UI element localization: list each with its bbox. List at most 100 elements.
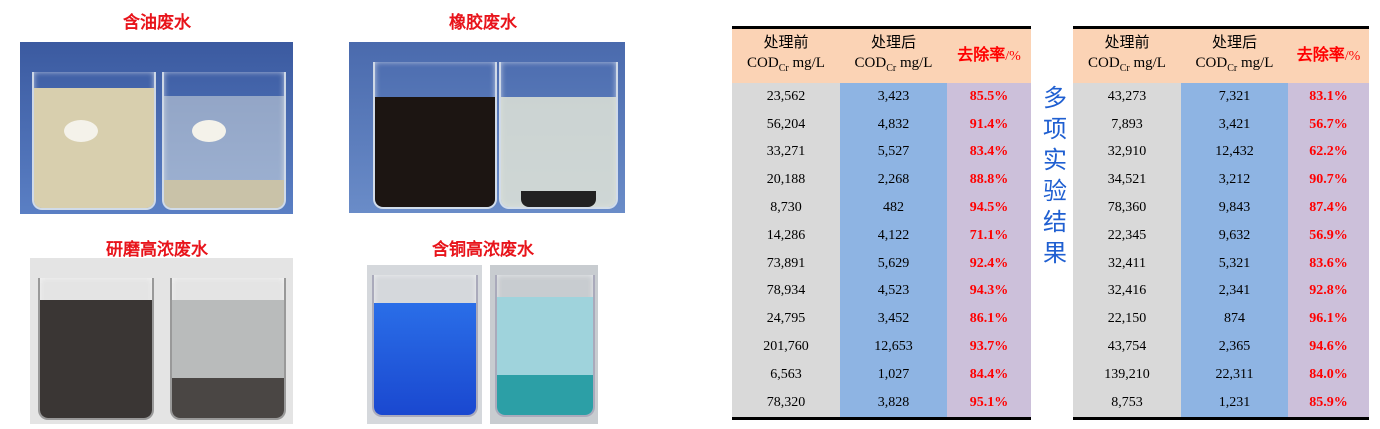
photo-copper-wastewater-before	[367, 265, 482, 424]
header-sub: Cr	[1227, 63, 1238, 74]
cod-before-cell: 22,150	[1073, 305, 1181, 334]
removal-rate-cell: 83.4%	[947, 138, 1031, 167]
removal-rate-cell: 84.0%	[1288, 360, 1369, 389]
cod-after-cell: 2,365	[1181, 333, 1288, 361]
table-row: 32,416 2,341 92.8%	[1073, 277, 1369, 306]
cod-before-cell: 32,411	[1073, 249, 1181, 278]
removal-rate-cell: 94.5%	[947, 194, 1031, 222]
removal-rate-cell: 94.3%	[947, 277, 1031, 306]
cod-before-cell: 32,416	[1073, 277, 1181, 306]
header-sub: Cr	[778, 63, 789, 74]
table-row: 56,204 4,832 91.4%	[732, 110, 1031, 139]
table-row: 20,188 2,268 88.8%	[732, 166, 1031, 195]
cod-before-cell: 34,521	[1073, 166, 1181, 195]
header-rate-unit: /%	[1344, 48, 1361, 64]
removal-rate-cell: 56.7%	[1288, 110, 1369, 139]
table-row: 43,273 7,321 83.1%	[1073, 83, 1369, 111]
header-after: 处理后 CODCr mg/L	[840, 27, 947, 83]
cod-before-cell: 24,795	[732, 305, 840, 334]
header-cod: COD	[1088, 55, 1120, 71]
table-row: 7,893 3,421 56.7%	[1073, 110, 1369, 139]
header-rate-unit: /%	[1005, 48, 1021, 64]
cod-before-cell: 78,934	[732, 277, 840, 306]
cod-before-cell: 14,286	[732, 221, 840, 250]
table-row: 73,891 5,629 92.4%	[732, 249, 1031, 278]
cod-after-cell: 7,321	[1181, 83, 1288, 111]
cod-before-cell: 6,563	[732, 360, 840, 389]
cod-before-cell: 73,891	[732, 249, 840, 278]
table-row: 78,320 3,828 95.1%	[732, 388, 1031, 419]
table-row: 24,795 3,452 86.1%	[732, 305, 1031, 334]
cod-after-cell: 9,632	[1181, 221, 1288, 250]
header-rate: 去除率/%	[947, 27, 1031, 83]
header-cod: COD	[854, 55, 887, 71]
table-row: 8,753 1,231 85.9%	[1073, 388, 1369, 419]
header-rate-label: 去除率	[1296, 46, 1345, 64]
cod-after-cell: 12,653	[840, 333, 947, 361]
cod-after-cell: 4,832	[840, 110, 947, 139]
removal-rate-cell: 93.7%	[947, 333, 1031, 361]
removal-rate-cell: 84.4%	[947, 360, 1031, 389]
cod-before-cell: 20,188	[732, 166, 840, 195]
cod-before-cell: 22,345	[1073, 221, 1181, 250]
table-header-row: 处理前 CODCr mg/L 处理后 COD Cr mg/L 去除率/%	[732, 27, 1031, 83]
cod-after-cell: 5,629	[840, 249, 947, 278]
cod-before-cell: 33,271	[732, 138, 840, 167]
header-after-label: 处理后	[870, 35, 916, 51]
table-row: 33,271 5,527 83.4%	[732, 138, 1031, 167]
table-header-row: 处理前 CODCr mg/L 处理后 CODCr mg/L 去除率/%	[1073, 27, 1369, 83]
header-unit: mg/L	[1129, 55, 1166, 71]
table-row: 23,562 3,423 85.5%	[732, 83, 1031, 111]
table-row: 32,910 12,432 62.2%	[1073, 138, 1369, 167]
removal-rate-cell: 87.4%	[1288, 194, 1369, 222]
removal-rate-cell: 92.8%	[1288, 277, 1369, 306]
removal-rate-cell: 92.4%	[947, 249, 1031, 278]
removal-rate-cell: 83.1%	[1288, 83, 1369, 111]
cod-after-cell: 22,311	[1181, 360, 1288, 389]
photo-grinding-wastewater	[30, 258, 293, 424]
header-unit: mg/L	[788, 55, 825, 71]
removal-rate-cell: 94.6%	[1288, 333, 1369, 361]
table-row: 32,411 5,321 83.6%	[1073, 249, 1369, 278]
removal-rate-cell: 56.9%	[1288, 221, 1369, 250]
caption-oily-wastewater: 含油废水	[123, 13, 191, 32]
header-unit: mg/L	[1237, 55, 1274, 71]
removal-rate-cell: 83.6%	[1288, 249, 1369, 278]
cod-after-cell: 2,268	[840, 166, 947, 195]
cod-after-cell: 12,432	[1181, 138, 1288, 167]
cod-before-cell: 78,320	[732, 388, 840, 419]
cod-after-cell: 1,231	[1181, 388, 1288, 419]
removal-rate-cell: 96.1%	[1288, 305, 1369, 334]
side-title: 多项实验结果	[1043, 86, 1067, 267]
results-table-2: 处理前 CODCr mg/L 处理后 CODCr mg/L 去除率/% 43,273 7…	[1073, 26, 1369, 420]
cod-after-cell: 5,321	[1181, 249, 1288, 278]
cod-after-cell: 3,423	[840, 83, 947, 111]
removal-rate-cell: 71.1%	[947, 221, 1031, 250]
results-table-1: 处理前 CODCr mg/L 处理后 CODCr mg/L 去除率/% 23,562 3…	[732, 26, 1031, 420]
caption-grinding-wastewater: 研磨高浓废水	[106, 240, 208, 259]
removal-rate-cell: 86.1%	[947, 305, 1031, 334]
cod-after-cell: 482	[840, 194, 947, 222]
table-row: 78,360 9,843 87.4%	[1073, 194, 1369, 222]
removal-rate-cell: 85.5%	[947, 83, 1031, 111]
caption-copper-wastewater: 含铜高浓废水	[432, 240, 534, 259]
photo-oily-wastewater	[20, 42, 293, 214]
header-sub: Cr	[1119, 63, 1130, 74]
cod-after-cell: 3,452	[840, 305, 947, 334]
table-row: 43,754 2,365 94.6%	[1073, 333, 1369, 361]
removal-rate-cell: 95.1%	[947, 388, 1031, 419]
table-row: 8,730 482 94.5%	[732, 194, 1031, 222]
cod-after-cell: 1,027	[840, 360, 947, 389]
cod-after-cell: 3,828	[840, 388, 947, 419]
photo-copper-wastewater-after	[490, 265, 598, 424]
cod-before-cell: 78,360	[1073, 194, 1181, 222]
removal-rate-cell: 91.4%	[947, 110, 1031, 139]
cod-before-cell: 43,754	[1073, 333, 1181, 361]
cod-before-cell: 23,562	[732, 83, 840, 111]
header-rate-label: 去除率	[957, 46, 1006, 64]
header-before: 处理前 CODCr mg/L	[732, 27, 840, 83]
removal-rate-cell: 85.9%	[1288, 388, 1369, 419]
cod-before-cell: 32,910	[1073, 138, 1181, 167]
removal-rate-cell: 62.2%	[1288, 138, 1369, 167]
header-rate: 去除率/%	[1288, 27, 1369, 83]
